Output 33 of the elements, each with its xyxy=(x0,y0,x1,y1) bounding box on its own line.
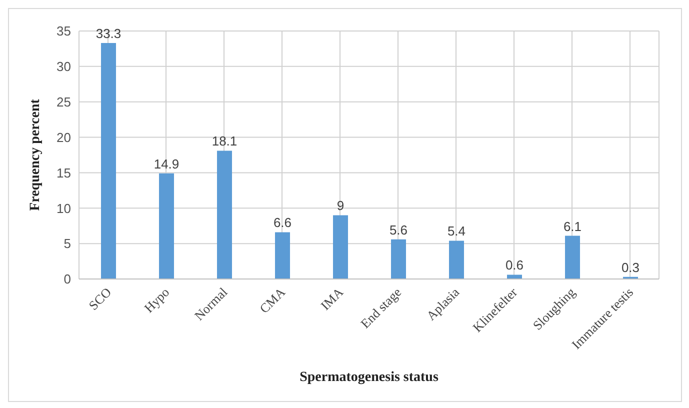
data-label: 18.1 xyxy=(212,134,238,149)
data-label: 14.9 xyxy=(154,156,180,172)
x-tick-label: End stage xyxy=(358,284,404,332)
data-label: 0.3 xyxy=(621,260,640,275)
x-tick-label: IMA xyxy=(318,284,347,313)
bar xyxy=(275,232,290,279)
bar xyxy=(159,173,174,279)
bar xyxy=(391,239,406,279)
bar xyxy=(449,240,464,279)
data-label: 6.6 xyxy=(273,215,292,230)
data-label: 6.1 xyxy=(563,218,582,234)
bar xyxy=(507,274,522,279)
y-tick-label: 0 xyxy=(64,272,71,287)
data-label: 5.6 xyxy=(389,222,408,238)
bar xyxy=(565,236,580,279)
data-label: 5.4 xyxy=(447,224,466,239)
x-tick-label: SCO xyxy=(86,284,114,314)
bar xyxy=(333,215,348,279)
data-label: 0.6 xyxy=(505,258,524,273)
y-tick-label: 30 xyxy=(56,59,71,74)
y-tick-label: 20 xyxy=(56,130,71,145)
data-label: 9 xyxy=(336,198,344,214)
y-tick-label: 15 xyxy=(56,165,71,180)
y-tick-label: 35 xyxy=(56,24,71,39)
data-label: 33.3 xyxy=(96,26,122,42)
y-tick-label: 10 xyxy=(56,200,71,216)
y-axis-title: Frequency percent xyxy=(28,98,43,211)
x-axis-title: Spermatogenesis status xyxy=(300,370,439,385)
y-tick-label: 25 xyxy=(56,94,71,110)
bar xyxy=(217,150,232,279)
y-tick-label: 5 xyxy=(64,236,71,252)
x-tick-label: CMA xyxy=(256,284,289,316)
bar xyxy=(101,43,116,279)
